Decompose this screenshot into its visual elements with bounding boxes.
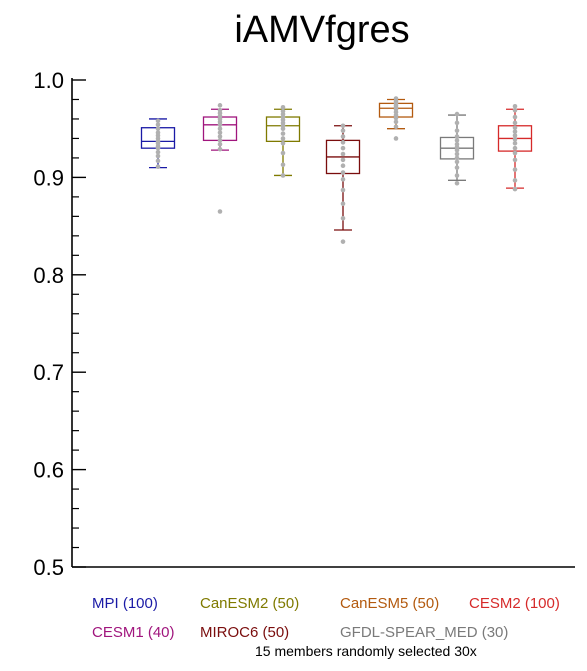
member-point bbox=[512, 186, 518, 192]
member-point bbox=[155, 164, 161, 169]
member-point bbox=[155, 153, 161, 159]
member-point bbox=[454, 128, 460, 133]
member-point bbox=[340, 216, 346, 221]
box-group bbox=[497, 103, 533, 192]
legend-entry: CanESM2 (50) bbox=[200, 595, 299, 612]
member-point bbox=[454, 111, 460, 117]
member-point bbox=[340, 163, 346, 169]
member-point bbox=[512, 141, 518, 146]
member-point bbox=[340, 201, 346, 206]
member-point bbox=[280, 141, 286, 146]
box-group bbox=[378, 96, 414, 141]
y-tick-label: 1.0 bbox=[33, 68, 64, 93]
legend-entry: CESM1 (40) bbox=[92, 624, 175, 641]
member-point bbox=[280, 131, 286, 136]
member-point bbox=[280, 108, 286, 114]
y-tick-label: 0.7 bbox=[33, 360, 64, 385]
y-tick-label: 0.8 bbox=[33, 263, 64, 288]
legend-entry: GFDL-SPEAR_MED (30) bbox=[340, 624, 508, 641]
y-tick-label: 0.5 bbox=[33, 555, 64, 580]
y-tick-label: 0.9 bbox=[33, 165, 64, 190]
member-point bbox=[217, 130, 223, 135]
member-point bbox=[454, 165, 460, 170]
member-point bbox=[512, 137, 518, 142]
member-point bbox=[512, 114, 518, 120]
member-point bbox=[340, 151, 346, 157]
sampling-note: 15 members randomly selected 30x bbox=[255, 643, 477, 659]
member-point bbox=[454, 180, 460, 186]
member-point bbox=[393, 119, 399, 125]
member-point bbox=[512, 129, 518, 134]
member-point bbox=[155, 130, 161, 135]
member-point bbox=[512, 107, 518, 113]
member-point bbox=[340, 145, 346, 151]
member-point bbox=[217, 134, 223, 139]
chart-title: iAMVfgres bbox=[234, 9, 409, 51]
box-group bbox=[439, 111, 475, 186]
member-point bbox=[340, 134, 346, 139]
member-point bbox=[280, 104, 286, 110]
member-point bbox=[340, 123, 346, 129]
member-point bbox=[217, 126, 223, 131]
member-point bbox=[393, 124, 399, 130]
member-point bbox=[340, 187, 346, 193]
box-group bbox=[202, 103, 238, 214]
member-point bbox=[512, 150, 518, 156]
legend: MPI (100) CanESM2 (50) CanESM5 (50) CESM2 (… bbox=[92, 595, 560, 641]
member-point bbox=[155, 158, 161, 164]
member-point bbox=[512, 125, 518, 131]
member-point bbox=[512, 120, 518, 126]
member-point bbox=[217, 209, 223, 214]
member-point bbox=[280, 173, 286, 178]
legend-entry: MPI (100) bbox=[92, 595, 158, 612]
member-point bbox=[454, 134, 460, 139]
member-point bbox=[393, 96, 399, 101]
member-point bbox=[512, 178, 518, 183]
member-point bbox=[217, 103, 223, 108]
member-point bbox=[454, 159, 460, 165]
legend-entry: CESM2 (100) bbox=[469, 595, 560, 612]
member-point bbox=[512, 103, 518, 109]
legend-entry: MIROC6 (50) bbox=[200, 624, 289, 641]
box-group bbox=[325, 123, 361, 244]
box-group bbox=[140, 118, 176, 169]
member-point bbox=[155, 149, 161, 155]
member-point bbox=[340, 170, 346, 175]
member-point bbox=[155, 118, 161, 124]
member-point bbox=[454, 141, 460, 147]
member-point bbox=[454, 138, 460, 143]
member-point bbox=[280, 150, 286, 156]
box-group bbox=[265, 104, 301, 178]
member-point bbox=[217, 138, 223, 143]
member-point bbox=[454, 155, 460, 161]
member-point bbox=[280, 136, 286, 141]
member-point bbox=[280, 162, 286, 168]
member-point bbox=[340, 239, 346, 244]
plot-axes: 0.5 0.6 0.7 0.8 0.9 1.0 bbox=[33, 68, 575, 580]
y-tick-label: 0.6 bbox=[33, 458, 64, 483]
member-point bbox=[217, 146, 223, 152]
member-point bbox=[340, 140, 346, 145]
member-point bbox=[454, 173, 460, 178]
plot-marks bbox=[140, 96, 533, 244]
member-point bbox=[155, 126, 161, 131]
member-point bbox=[340, 157, 346, 163]
member-point bbox=[217, 107, 223, 113]
member-point bbox=[393, 136, 399, 141]
member-point bbox=[340, 177, 346, 182]
member-point bbox=[512, 157, 518, 163]
member-point bbox=[512, 167, 518, 172]
member-point bbox=[454, 120, 460, 126]
member-point bbox=[454, 151, 460, 157]
member-point bbox=[217, 141, 223, 147]
member-point bbox=[512, 133, 518, 138]
member-point bbox=[340, 128, 346, 133]
member-point bbox=[512, 145, 518, 151]
legend-entry: CanESM5 (50) bbox=[340, 595, 439, 612]
member-point bbox=[155, 122, 161, 128]
